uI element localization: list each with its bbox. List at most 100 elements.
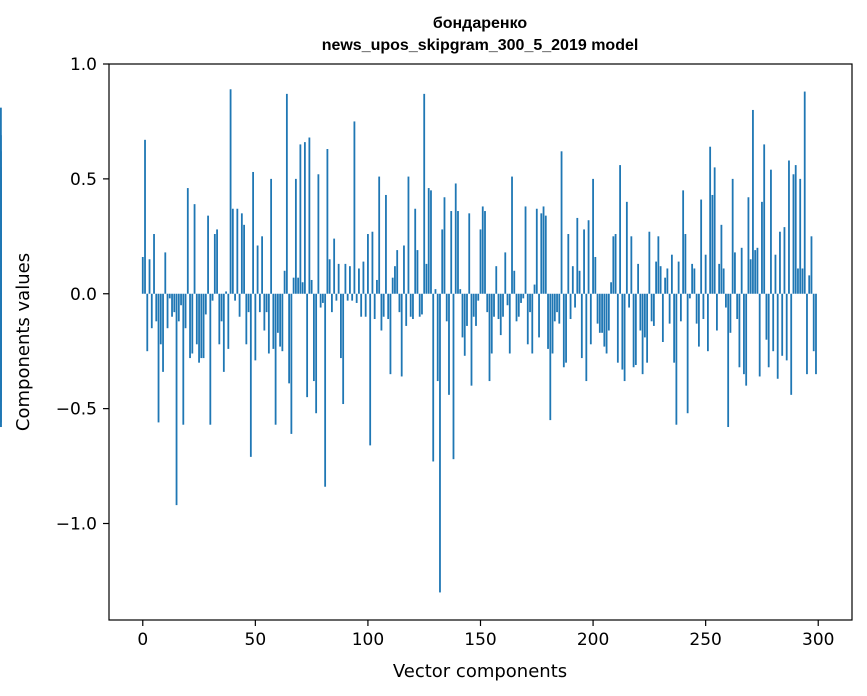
bar-82	[326, 149, 329, 294]
x-tick-label: 50	[245, 630, 267, 650]
y-tick-label: −1.0	[56, 515, 97, 535]
bar-146	[470, 293, 473, 386]
bar-125	[423, 93, 426, 294]
bar-116	[403, 245, 405, 294]
bar-134	[443, 197, 446, 294]
bar-174	[533, 284, 536, 294]
bar-210	[614, 234, 617, 294]
bar-166	[515, 293, 518, 322]
bar-179	[544, 215, 547, 294]
bar-26	[200, 293, 203, 359]
bar-23	[193, 204, 196, 294]
bar-6	[155, 293, 158, 322]
bar-228	[655, 261, 658, 294]
bar-226	[650, 293, 653, 322]
bar-192	[574, 293, 576, 308]
bar-202	[596, 293, 599, 324]
bar-102	[371, 231, 374, 294]
bar-233	[666, 268, 669, 294]
bar-161	[504, 252, 507, 294]
bar-74	[308, 137, 311, 294]
bar-278	[767, 293, 770, 368]
bar-105	[378, 176, 381, 294]
bar-56	[267, 293, 270, 354]
bar-201	[594, 256, 597, 294]
bar-256	[718, 263, 721, 294]
bar-246	[695, 293, 698, 324]
bar-157	[495, 266, 498, 294]
bar-101	[369, 293, 372, 446]
bar-239	[679, 293, 682, 322]
bar-182	[551, 293, 554, 354]
bar-94	[353, 121, 356, 294]
bar-183	[553, 293, 556, 322]
bar-47	[247, 293, 250, 313]
x-tick-label: 0	[137, 630, 148, 650]
bar-212	[619, 165, 621, 294]
bar-294	[803, 91, 806, 294]
bar-64	[285, 93, 288, 294]
bar-8	[159, 293, 162, 345]
bar-200	[592, 178, 594, 294]
bar-undefined	[0, 293, 2, 388]
bar-271	[752, 109, 754, 294]
x-axis-label: Vector components	[393, 661, 567, 682]
bar-140	[457, 211, 459, 294]
bar-51	[256, 245, 259, 294]
bar-100	[367, 234, 369, 294]
bar-126	[425, 263, 428, 294]
bar-281	[774, 254, 777, 294]
bar-62	[281, 293, 284, 352]
bar-124	[421, 293, 423, 315]
bar-274	[758, 293, 761, 377]
bar-267	[743, 293, 745, 375]
chart-title: бондаренко	[433, 15, 528, 32]
bar-264	[736, 293, 739, 320]
bar-34	[218, 293, 221, 345]
bar-262	[731, 178, 734, 294]
bar-119	[409, 293, 412, 317]
bar-269	[747, 197, 750, 294]
bar-248	[700, 199, 703, 294]
bar-117	[405, 293, 408, 326]
bar-15	[175, 293, 178, 506]
bar-224	[646, 293, 649, 363]
bar-180	[547, 293, 549, 349]
bar-85	[333, 238, 336, 294]
bar-135	[445, 293, 448, 322]
bar-29	[207, 215, 209, 294]
bar-60	[276, 293, 279, 333]
bar-238	[677, 261, 680, 294]
bar-4	[150, 293, 153, 329]
bar-148	[475, 293, 477, 326]
bar-42	[236, 208, 239, 294]
bar-48	[249, 293, 252, 457]
bar-107	[382, 293, 385, 317]
bar-25	[198, 293, 200, 363]
bar-204	[601, 293, 603, 333]
bar-240	[682, 190, 685, 294]
bar-139	[454, 183, 457, 294]
bar-133	[441, 229, 444, 294]
y-tick-label: 0.0	[70, 285, 97, 305]
bar-247	[698, 293, 700, 347]
bar-76	[312, 293, 315, 382]
bar-232	[664, 277, 667, 294]
bar-98	[362, 261, 365, 294]
bar-84	[331, 293, 333, 313]
bar-282	[776, 293, 779, 379]
bar-113	[396, 250, 399, 294]
bar-129	[432, 293, 435, 462]
y-tick-label: 0.5	[70, 170, 97, 190]
bar-197	[585, 293, 588, 382]
bar-286	[785, 293, 788, 361]
bar-154	[488, 293, 491, 382]
bar-110	[389, 293, 392, 375]
bar-186	[560, 151, 563, 294]
bar-158	[497, 293, 500, 320]
bar-75	[310, 279, 313, 294]
bar-280	[772, 293, 775, 352]
bar-28	[204, 293, 207, 315]
bar-156	[493, 293, 495, 317]
bar-61	[279, 293, 282, 347]
